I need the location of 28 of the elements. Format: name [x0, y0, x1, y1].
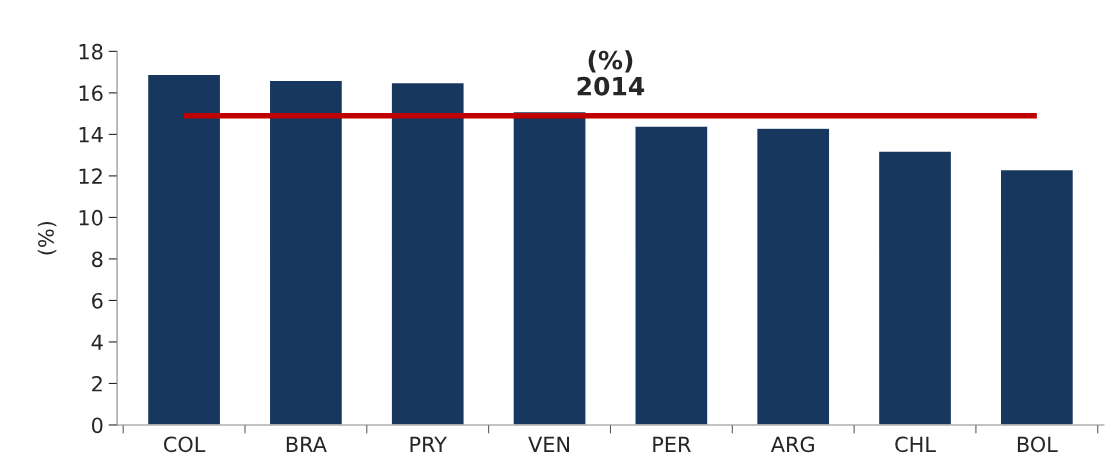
x-tick-label: BRA — [286, 436, 327, 452]
x-tick-label: COL — [163, 436, 206, 453]
y-tick-label: 4 — [91, 334, 103, 350]
x-tick-label: ARG — [770, 436, 814, 453]
y-tick-label: 18 — [79, 43, 103, 60]
x-tick-label: BOL — [1017, 436, 1058, 453]
y-tick-label: 14 — [79, 127, 103, 143]
bar — [634, 125, 709, 425]
y-tick-label: 16 — [79, 85, 103, 102]
bar — [755, 127, 831, 425]
bar — [390, 81, 465, 425]
bar — [999, 168, 1075, 425]
x-tick-label: VEN — [528, 436, 569, 452]
x-tick-label: PRY — [410, 436, 447, 452]
y-tick-label: 2 — [92, 375, 102, 392]
x-tick-label: CHL — [895, 436, 936, 453]
y-tick-label: 0 — [92, 417, 103, 434]
y-tick-label: 10 — [79, 209, 103, 226]
y-tick-label: 12 — [79, 168, 102, 184]
y-tick-label: 6 — [92, 292, 103, 309]
bar — [268, 79, 344, 425]
bar — [146, 73, 222, 425]
y-axis-title: (%) — [37, 221, 57, 255]
y-tick-label: 8 — [92, 251, 103, 268]
x-tick-label: PER — [653, 436, 691, 452]
bar — [877, 150, 953, 425]
bar — [512, 110, 587, 425]
chart-title: (%) 2014 — [577, 50, 645, 96]
